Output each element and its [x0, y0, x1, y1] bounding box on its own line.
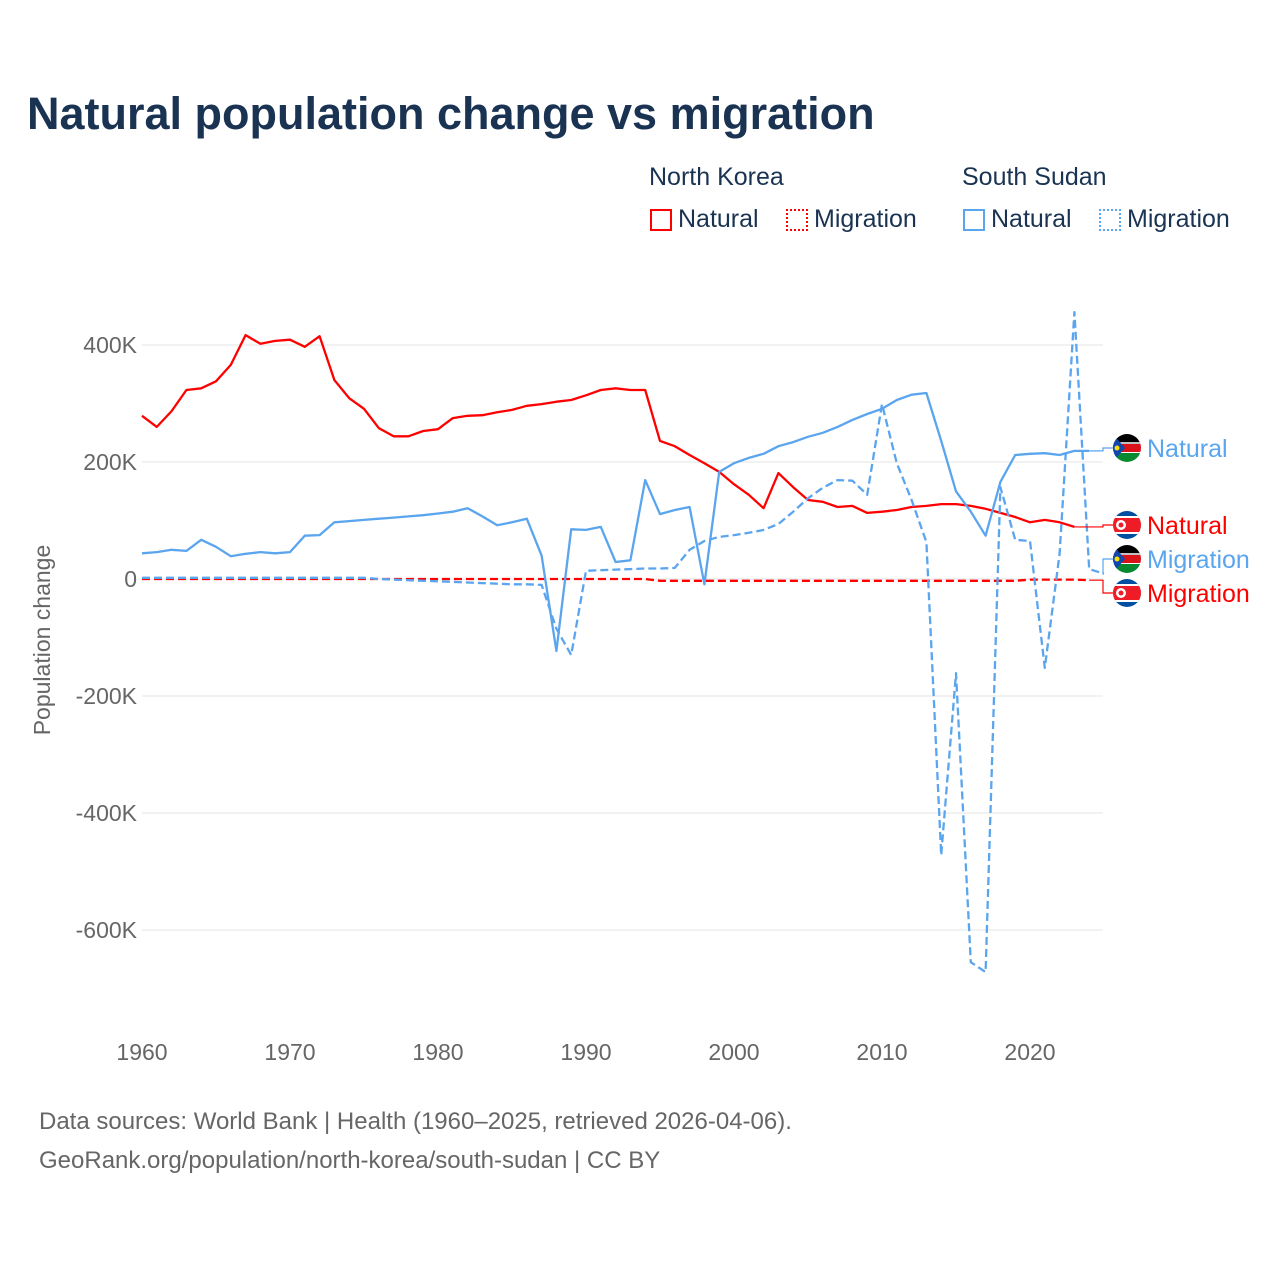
- legend-nk-migration[interactable]: Migration: [786, 205, 917, 234]
- flag-star: [1118, 590, 1124, 596]
- flag-star: [1118, 522, 1124, 528]
- legend-swatch-solid-icon: [963, 208, 985, 231]
- end-label-north-korea-natural: Natural: [1147, 512, 1228, 540]
- north-korea-flag-icon: [1113, 511, 1141, 539]
- label-connector: [1089, 579, 1113, 594]
- flag-star: [1114, 445, 1120, 451]
- legend-swatch-dotted-icon: [786, 208, 808, 231]
- flag-clip: [1113, 579, 1141, 607]
- chart-title: Natural population change vs migration: [27, 88, 875, 139]
- legend-ss-migration[interactable]: Migration: [1099, 205, 1230, 234]
- label-connector: [1102, 558, 1113, 575]
- y-tick-label: 0: [124, 566, 137, 592]
- legend-group-north-korea: North Korea: [649, 163, 784, 191]
- legend-ss-natural[interactable]: Natural: [963, 205, 1072, 234]
- x-tick-label: 2000: [708, 1039, 759, 1065]
- flag-stripe: [1113, 444, 1141, 452]
- flag-stripe: [1113, 555, 1141, 563]
- x-tick-label: 1960: [116, 1039, 167, 1065]
- end-label-south-sudan-migration: Migration: [1147, 546, 1250, 574]
- y-tick-label: 200K: [83, 449, 137, 475]
- x-tick-label: 1990: [560, 1039, 611, 1065]
- flag-star: [1114, 556, 1120, 562]
- y-tick-label: -400K: [76, 800, 138, 826]
- legend-swatch-dotted-icon: [1099, 208, 1121, 231]
- x-tick-label: 2020: [1004, 1039, 1055, 1065]
- north-korea-flag-icon: [1113, 579, 1141, 607]
- source-line-1: Data sources: World Bank | Health (1960–…: [39, 1108, 792, 1135]
- flag-clip: [1113, 434, 1141, 462]
- source-line-2: GeoRank.org/population/north-korea/south…: [39, 1147, 661, 1174]
- flag-stripe: [1113, 453, 1141, 462]
- series-line-south-sudan-migration: [142, 311, 1105, 974]
- south-sudan-flag-icon: [1113, 434, 1141, 462]
- y-tick-label: -600K: [76, 917, 138, 943]
- flag-stripe: [1113, 564, 1141, 573]
- x-tick-label: 1980: [412, 1039, 463, 1065]
- x-tick-label: 2010: [856, 1039, 907, 1065]
- y-axis-label: Population change: [29, 545, 55, 736]
- flag-clip: [1113, 511, 1141, 539]
- flag-clip: [1113, 545, 1141, 573]
- legend-label: Migration: [814, 205, 917, 233]
- legend-group-south-sudan: South Sudan: [962, 163, 1107, 191]
- flag-stripe: [1113, 434, 1141, 444]
- flag-stripe: [1113, 545, 1141, 555]
- legend-label: Migration: [1127, 205, 1230, 233]
- end-label-south-sudan-natural: Natural: [1147, 435, 1228, 463]
- label-connector: [1089, 447, 1113, 452]
- legend-label: Natural: [991, 205, 1072, 233]
- label-connector: [1074, 524, 1113, 528]
- legend-nk-natural[interactable]: Natural: [650, 205, 759, 234]
- legend-label: Natural: [678, 205, 759, 233]
- y-tick-label: -200K: [76, 683, 138, 709]
- legend-swatch-solid-icon: [650, 208, 672, 231]
- series-line-north-korea-natural: [141, 333, 1075, 528]
- series-line-south-sudan-natural: [141, 391, 1090, 653]
- series-line-north-korea-migration: [142, 577, 1090, 582]
- end-label-north-korea-migration: Migration: [1147, 580, 1250, 608]
- x-tick-label: 1970: [264, 1039, 315, 1065]
- y-tick-label: 400K: [83, 332, 137, 358]
- south-sudan-flag-icon: [1113, 545, 1141, 573]
